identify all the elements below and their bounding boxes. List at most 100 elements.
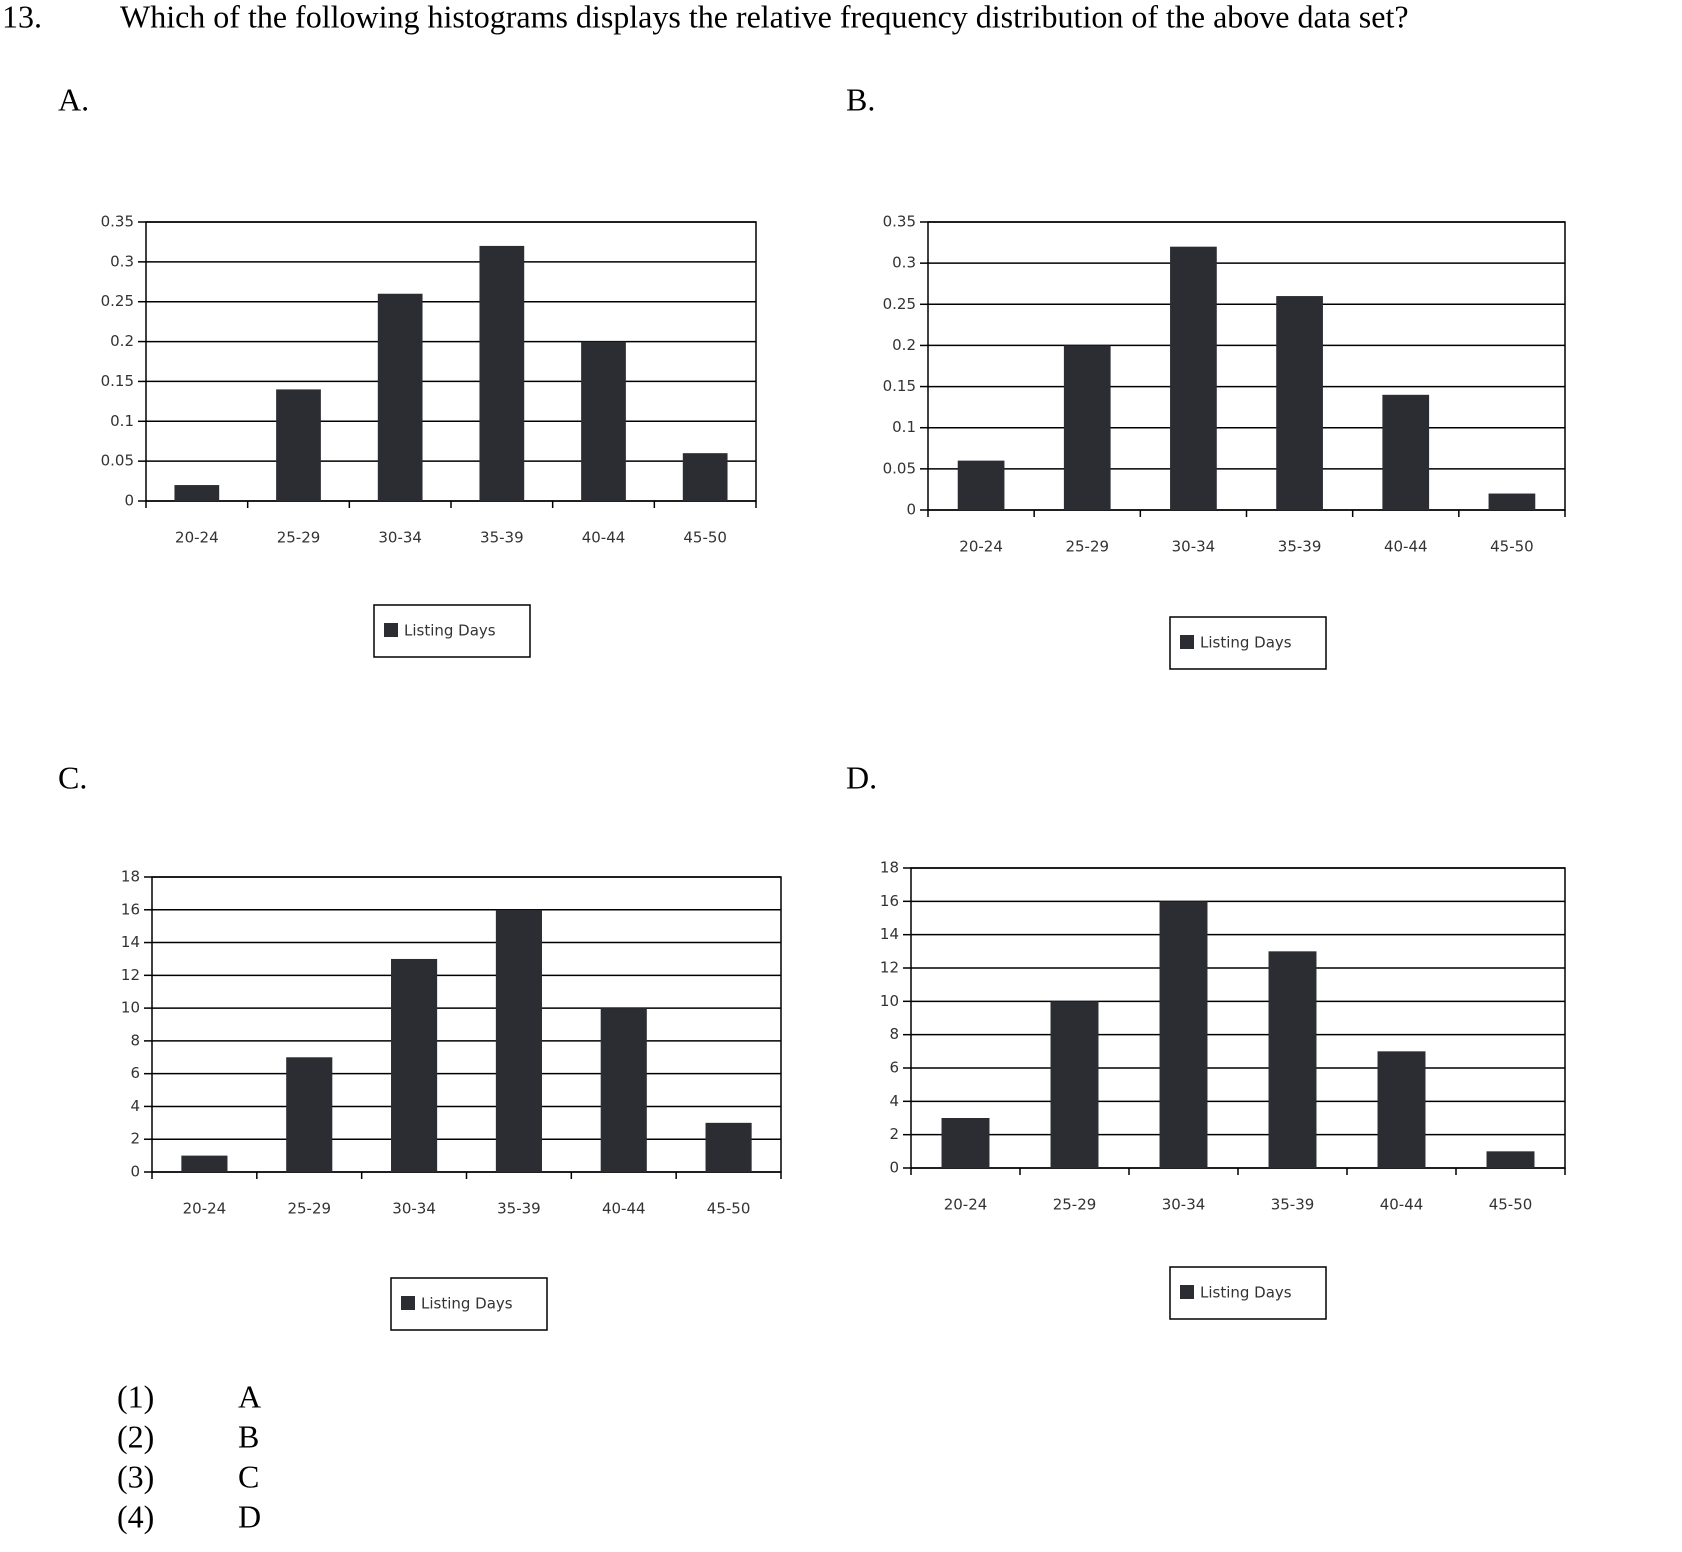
bar: [1170, 246, 1217, 510]
choice-answer: A: [238, 1378, 261, 1414]
x-tick-label: 30-34: [1162, 1196, 1206, 1214]
bar: [286, 1057, 333, 1172]
y-tick-label: 0: [130, 1163, 140, 1181]
y-tick-label: 6: [130, 1064, 140, 1082]
bar: [1063, 345, 1111, 510]
bar: [377, 293, 423, 501]
x-tick-label: 30-34: [392, 1200, 436, 1218]
y-tick-label: 0.1: [892, 418, 916, 436]
legend-swatch: [401, 1296, 415, 1310]
choice-number: (3): [117, 1458, 154, 1494]
legend-swatch: [384, 623, 398, 637]
bar: [1276, 296, 1323, 510]
y-tick-label: 0.3: [110, 252, 134, 270]
choice-answer: B: [238, 1418, 259, 1454]
x-tick-label: 20-24: [944, 1196, 988, 1214]
bar: [600, 1008, 647, 1172]
legend-label: Listing Days: [1200, 634, 1292, 652]
y-tick-label: 0.15: [101, 372, 134, 390]
x-tick-label: 35-39: [480, 529, 524, 547]
x-tick-label: 45-50: [1489, 1196, 1533, 1214]
y-tick-label: 0.15: [883, 377, 916, 395]
x-tick-label: 30-34: [378, 529, 422, 547]
bar: [1382, 394, 1430, 510]
x-tick-label: 40-44: [1384, 538, 1428, 556]
x-tick-label: 25-29: [277, 529, 321, 547]
bar: [1268, 951, 1317, 1168]
x-tick-label: 40-44: [602, 1200, 646, 1218]
bar: [276, 389, 321, 501]
legend-swatch: [1180, 1285, 1194, 1299]
legend-box: [373, 604, 531, 658]
x-tick-label: 40-44: [582, 529, 626, 547]
plot-frame: [145, 221, 757, 502]
y-tick-label: 0.2: [892, 336, 916, 354]
x-tick-label: 45-50: [1490, 538, 1534, 556]
y-tick-label: 0.05: [101, 452, 134, 470]
x-tick-label: 35-39: [1271, 1196, 1315, 1214]
choice-number: (1): [117, 1378, 154, 1414]
y-tick-label: 6: [889, 1059, 899, 1077]
y-tick-label: 0: [906, 501, 916, 519]
plot-frame: [910, 867, 1566, 1169]
legend-label: Listing Days: [1200, 1284, 1292, 1302]
legend-label: Listing Days: [404, 622, 496, 640]
chart-label: D.: [846, 759, 877, 795]
x-tick-label: 20-24: [175, 529, 219, 547]
question-text: Which of the following histograms displa…: [120, 0, 1409, 34]
chart-label: A.: [58, 81, 89, 117]
x-tick-label: 45-50: [707, 1200, 751, 1218]
x-tick-label: 45-50: [683, 529, 727, 547]
choice-number: (4): [117, 1498, 154, 1534]
legend-swatch: [1180, 635, 1194, 649]
y-tick-label: 18: [880, 859, 899, 877]
chart-label: B.: [846, 81, 875, 117]
y-tick-label: 0.35: [883, 213, 916, 231]
y-tick-label: 16: [880, 892, 899, 910]
question-number: 13.: [2, 0, 42, 34]
x-tick-label: 20-24: [183, 1200, 227, 1218]
bar: [581, 341, 626, 501]
y-tick-label: 14: [121, 933, 140, 951]
plot-frame: [151, 876, 782, 1173]
legend-box: [1169, 616, 1327, 670]
chart-label: C.: [58, 759, 87, 795]
y-tick-label: 0.35: [101, 213, 134, 231]
bar: [479, 245, 525, 501]
y-tick-label: 10: [121, 999, 140, 1017]
y-tick-label: 8: [130, 1031, 140, 1049]
bar: [1488, 493, 1536, 510]
y-tick-label: 4: [889, 1092, 899, 1110]
x-tick-label: 35-39: [1278, 538, 1322, 556]
y-tick-label: 2: [130, 1130, 140, 1148]
y-tick-label: 12: [121, 966, 140, 984]
y-tick-label: 0.3: [892, 254, 916, 272]
bar: [181, 1155, 228, 1172]
plot-frame: [927, 221, 1566, 511]
x-tick-label: 40-44: [1380, 1196, 1424, 1214]
x-tick-label: 25-29: [287, 1200, 331, 1218]
bar: [705, 1122, 752, 1172]
y-tick-label: 0: [124, 492, 134, 510]
y-tick-label: 0.2: [110, 332, 134, 350]
y-tick-label: 0.1: [110, 412, 134, 430]
y-tick-label: 0.05: [883, 459, 916, 477]
legend-box: [390, 1277, 548, 1331]
y-tick-label: 12: [880, 959, 899, 977]
bar: [941, 1118, 990, 1168]
bar: [1159, 901, 1208, 1168]
y-tick-label: 0.25: [883, 295, 916, 313]
legend-box: [1169, 1266, 1327, 1320]
y-tick-label: 16: [121, 900, 140, 918]
x-tick-label: 35-39: [497, 1200, 541, 1218]
y-tick-label: 0: [889, 1159, 899, 1177]
y-tick-label: 18: [121, 868, 140, 886]
choice-number: (2): [117, 1418, 154, 1454]
bar: [174, 485, 220, 501]
y-tick-label: 10: [880, 992, 899, 1010]
bar: [495, 909, 542, 1172]
bar: [682, 453, 728, 501]
x-tick-label: 20-24: [959, 538, 1003, 556]
